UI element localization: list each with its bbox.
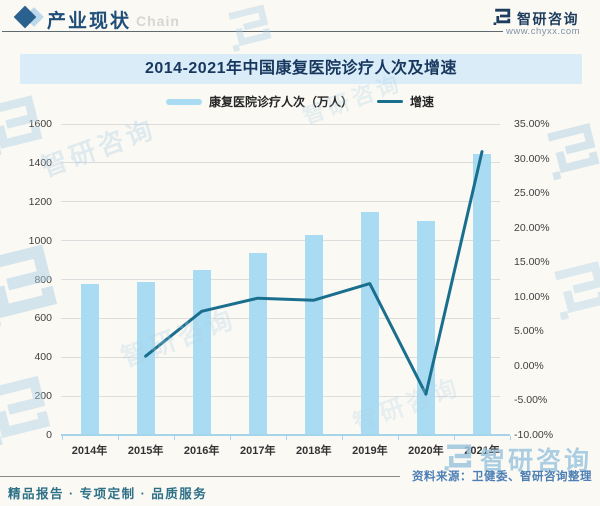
bar-2021年 [472,153,491,435]
x-axis-tick [453,436,455,440]
x-axis-label: 2018年 [296,445,332,457]
footer-divider [0,476,400,477]
x-axis-tick [117,436,119,440]
brand-name: 智研咨询 [517,10,579,27]
x-axis-tick [229,436,231,440]
left-axis-tick-label: 600 [34,312,52,325]
legend-item-line: 增速 [377,93,434,110]
gridline [61,279,500,280]
bar-2018年 [304,234,323,435]
header-divider [2,31,503,32]
bar-2020年 [416,220,435,435]
x-axis-tick [341,436,343,440]
chart-legend: 康复医院诊疗人次（万人） 增速 [0,93,600,110]
right-axis-tick-label: -5.00% [514,394,548,407]
brand-url: www.chyxx.com [506,26,581,37]
left-axis-tick-label: 400 [34,351,52,364]
bar-series-swatch [165,98,202,105]
watermark-logo-icon [442,440,474,477]
section-diamond-icon [13,5,46,29]
brand-logo: 智研咨询 [492,6,579,31]
x-axis-label: 2014年 [71,445,108,457]
data-source-text: 资料来源：卫健委、智研咨询整理 [412,471,592,483]
x-axis-line [61,434,510,436]
gridline [61,123,500,125]
x-axis-tick [397,436,399,440]
bar-2019年 [360,211,379,435]
right-axis-tick-label: 30.00% [514,152,550,165]
section-title: 产业现状 [47,11,132,32]
footer-watermark: 智研咨询 [442,440,592,477]
left-axis-tick-label: 1000 [28,234,52,247]
header-ghost-text: Chain [136,13,180,29]
chart-area: 0 200 400 600 800 1000 1200 1400 1600 -10.00% -5.0… [0,115,600,460]
bar-2014年 [80,283,99,435]
left-axis-tick-label: 0 [46,429,52,441]
right-axis-tick-label: 20.00% [514,221,550,234]
x-axis-label: 2020年 [408,445,444,457]
right-axis-tick-label: 35.00% [514,118,550,130]
x-axis-label: 2019年 [352,445,388,457]
x-axis-tick [173,436,175,440]
gridline [61,201,500,203]
bar-2015年 [136,281,155,435]
left-axis-tick-label: 800 [34,273,52,286]
x-axis-label: 2021年 [464,445,500,457]
right-axis-tick-label: 15.00% [514,256,550,269]
left-axis-tick-label: 1400 [28,156,52,169]
watermark-brand-text: 智研咨询 [479,446,592,475]
gridline [61,395,500,397]
line-series-swatch [377,100,403,103]
footer-tagline: 精品报告 · 专项定制 · 品质服务 [8,487,208,501]
right-axis-tick-label: 5.00% [514,325,544,338]
x-axis-label: 2017年 [239,445,276,457]
right-axis-tick-label: -10.00% [514,429,554,441]
right-axis-tick-label: 0.00% [514,359,544,372]
right-axis-tick-label: 25.00% [514,187,550,200]
left-axis-tick-label: 200 [34,390,52,403]
x-axis-tick [285,436,287,440]
x-axis-label: 2015年 [127,445,164,457]
x-axis-tick [61,436,63,440]
line-series-label: 增速 [410,95,435,109]
growth-line [0,115,600,465]
right-axis-tick-label: 10.00% [514,290,550,303]
left-axis-tick-label: 1200 [28,195,52,208]
gridline [61,317,500,319]
left-axis-tick-label: 1600 [28,118,52,130]
legend-item-bar: 康复医院诊疗人次（万人） [165,93,353,110]
x-axis-tick [510,436,511,440]
gridline [61,240,500,242]
gridline [61,356,500,358]
gridline [61,162,500,164]
bar-series-label: 康复医院诊疗人次（万人） [208,95,353,109]
chart-title: 2014-2021年中国康复医院诊疗人次及增速 [20,54,582,84]
x-axis-label: 2016年 [183,445,220,457]
watermark-logo-icon [219,0,278,60]
brand-logo-icon [492,6,512,31]
